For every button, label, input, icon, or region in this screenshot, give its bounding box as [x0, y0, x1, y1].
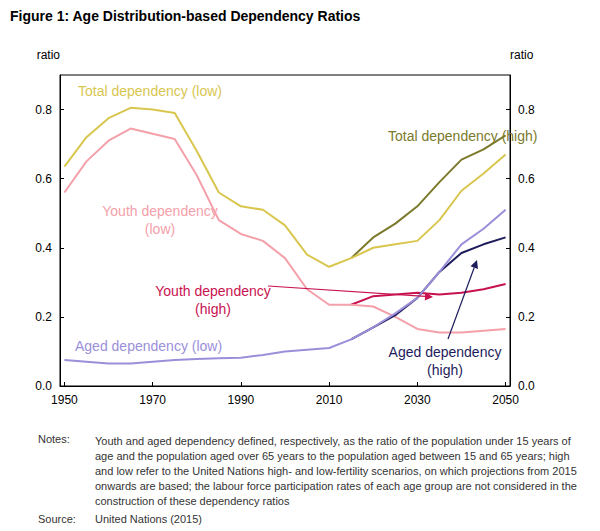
svg-text:Youth dependency: Youth dependency	[155, 283, 270, 299]
svg-text:Source:: Source:	[38, 513, 76, 525]
svg-text:0.8: 0.8	[35, 103, 52, 117]
svg-text:0.2: 0.2	[35, 310, 52, 324]
svg-text:Total dependency (low): Total dependency (low)	[78, 83, 222, 99]
svg-text:1950: 1950	[51, 393, 78, 407]
svg-text:0.4: 0.4	[518, 241, 535, 255]
svg-text:(high): (high)	[195, 301, 231, 317]
svg-text:ratio: ratio	[37, 48, 61, 62]
svg-text:0.8: 0.8	[518, 103, 535, 117]
svg-text:0.4: 0.4	[35, 241, 52, 255]
svg-text:and low refer to the United Na: and low refer to the United Nations high…	[95, 465, 580, 477]
svg-text:United Nations (2015): United Nations (2015)	[95, 513, 202, 525]
svg-text:0.6: 0.6	[518, 172, 535, 186]
svg-text:1970: 1970	[139, 393, 166, 407]
svg-text:ratio: ratio	[510, 48, 534, 62]
svg-text:Total dependency (high): Total dependency (high)	[388, 128, 537, 144]
svg-text:Notes:: Notes:	[38, 433, 70, 445]
svg-text:0.0: 0.0	[518, 379, 535, 393]
svg-text:Youth and aged dependency defi: Youth and aged dependency defined, respe…	[95, 435, 574, 447]
svg-text:Aged dependency (low): Aged dependency (low)	[75, 338, 222, 354]
svg-text:0.6: 0.6	[35, 172, 52, 186]
svg-text:2010: 2010	[316, 393, 343, 407]
svg-text:age and the population aged ov: age and the population aged over 65 year…	[95, 450, 573, 462]
svg-text:(high): (high)	[427, 362, 463, 378]
svg-text:Aged dependency: Aged dependency	[389, 344, 502, 360]
svg-text:Figure 1: Age Distribution-bas: Figure 1: Age Distribution-based Depende…	[10, 8, 361, 24]
svg-text:0.2: 0.2	[518, 310, 535, 324]
svg-text:construction of these dependen: construction of these dependency ratios	[95, 495, 290, 507]
svg-text:2050: 2050	[492, 393, 519, 407]
svg-text:0.0: 0.0	[35, 379, 52, 393]
svg-text:(low): (low)	[145, 221, 175, 237]
svg-text:1990: 1990	[228, 393, 255, 407]
svg-text:Youth dependency: Youth dependency	[102, 203, 217, 219]
svg-text:onwards are based; the labour: onwards are based; the labour force part…	[95, 480, 580, 492]
svg-text:2030: 2030	[404, 393, 431, 407]
